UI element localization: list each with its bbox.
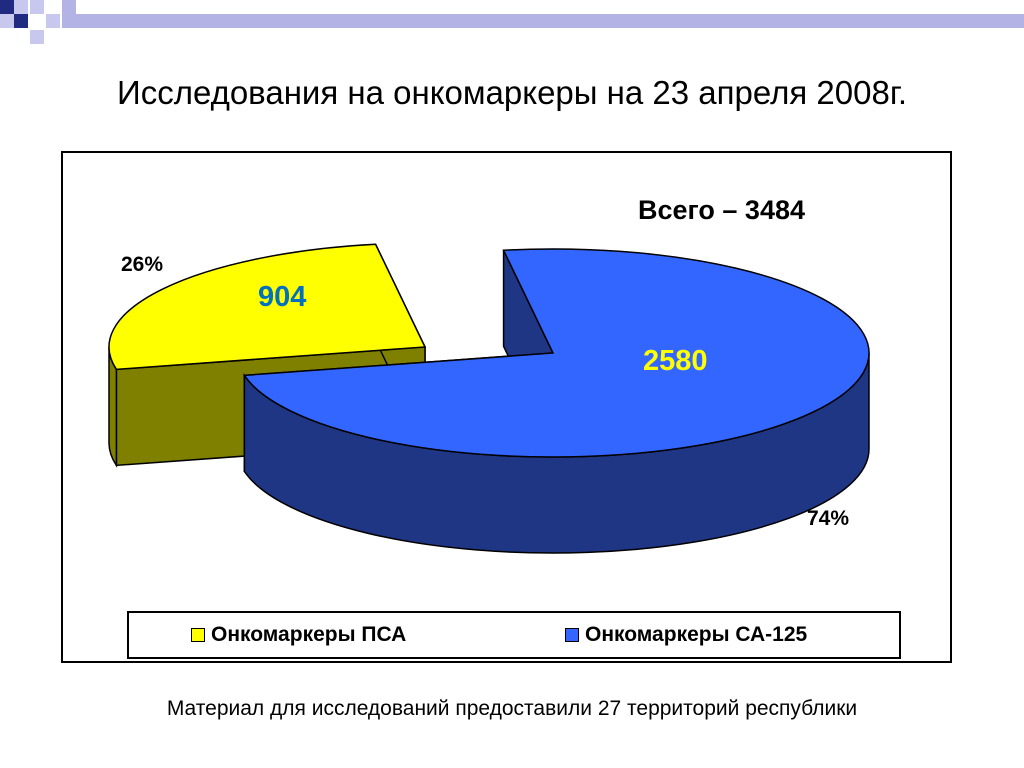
deco-square <box>62 0 76 14</box>
deco-square <box>14 14 28 28</box>
pie-chart <box>108 243 870 554</box>
chart-frame: Всего – 3484 26% 74% 904 2580 Онкомаркер… <box>61 151 952 663</box>
slide-title: Исследования на онкомаркеры на 23 апреля… <box>116 74 908 111</box>
legend-item-ca125: Онкомаркеры СА-125 <box>565 623 807 647</box>
deco-square <box>46 14 60 28</box>
deco-bar <box>62 14 1024 28</box>
deco-square <box>0 0 14 14</box>
value-label-ca125: 2580 <box>643 345 708 377</box>
legend-label-ca125: Онкомаркеры СА-125 <box>585 623 808 646</box>
legend-label-psa: Онкомаркеры ПСА <box>211 623 407 646</box>
deco-square <box>0 14 14 28</box>
chart-legend: Онкомаркеры ПСА Онкомаркеры СА-125 <box>127 611 901 659</box>
pie-slice-ca125 <box>243 248 870 554</box>
slice-top-face <box>108 243 427 371</box>
deco-square <box>30 0 44 14</box>
slice-top-face <box>243 248 870 458</box>
corner-decoration <box>0 0 1024 44</box>
deco-square <box>14 0 28 14</box>
legend-swatch-ca125 <box>565 628 579 642</box>
value-label-psa: 904 <box>258 281 307 313</box>
slide-footnote: Материал для исследований предоставили 2… <box>166 697 858 720</box>
deco-square <box>30 30 44 44</box>
pct-label-psa: 26% <box>121 253 164 276</box>
total-label: Всего – 3484 <box>638 195 805 225</box>
legend-item-psa: Онкомаркеры ПСА <box>191 623 406 647</box>
pct-label-ca125: 74% <box>807 507 850 530</box>
legend-swatch-psa <box>191 628 205 642</box>
